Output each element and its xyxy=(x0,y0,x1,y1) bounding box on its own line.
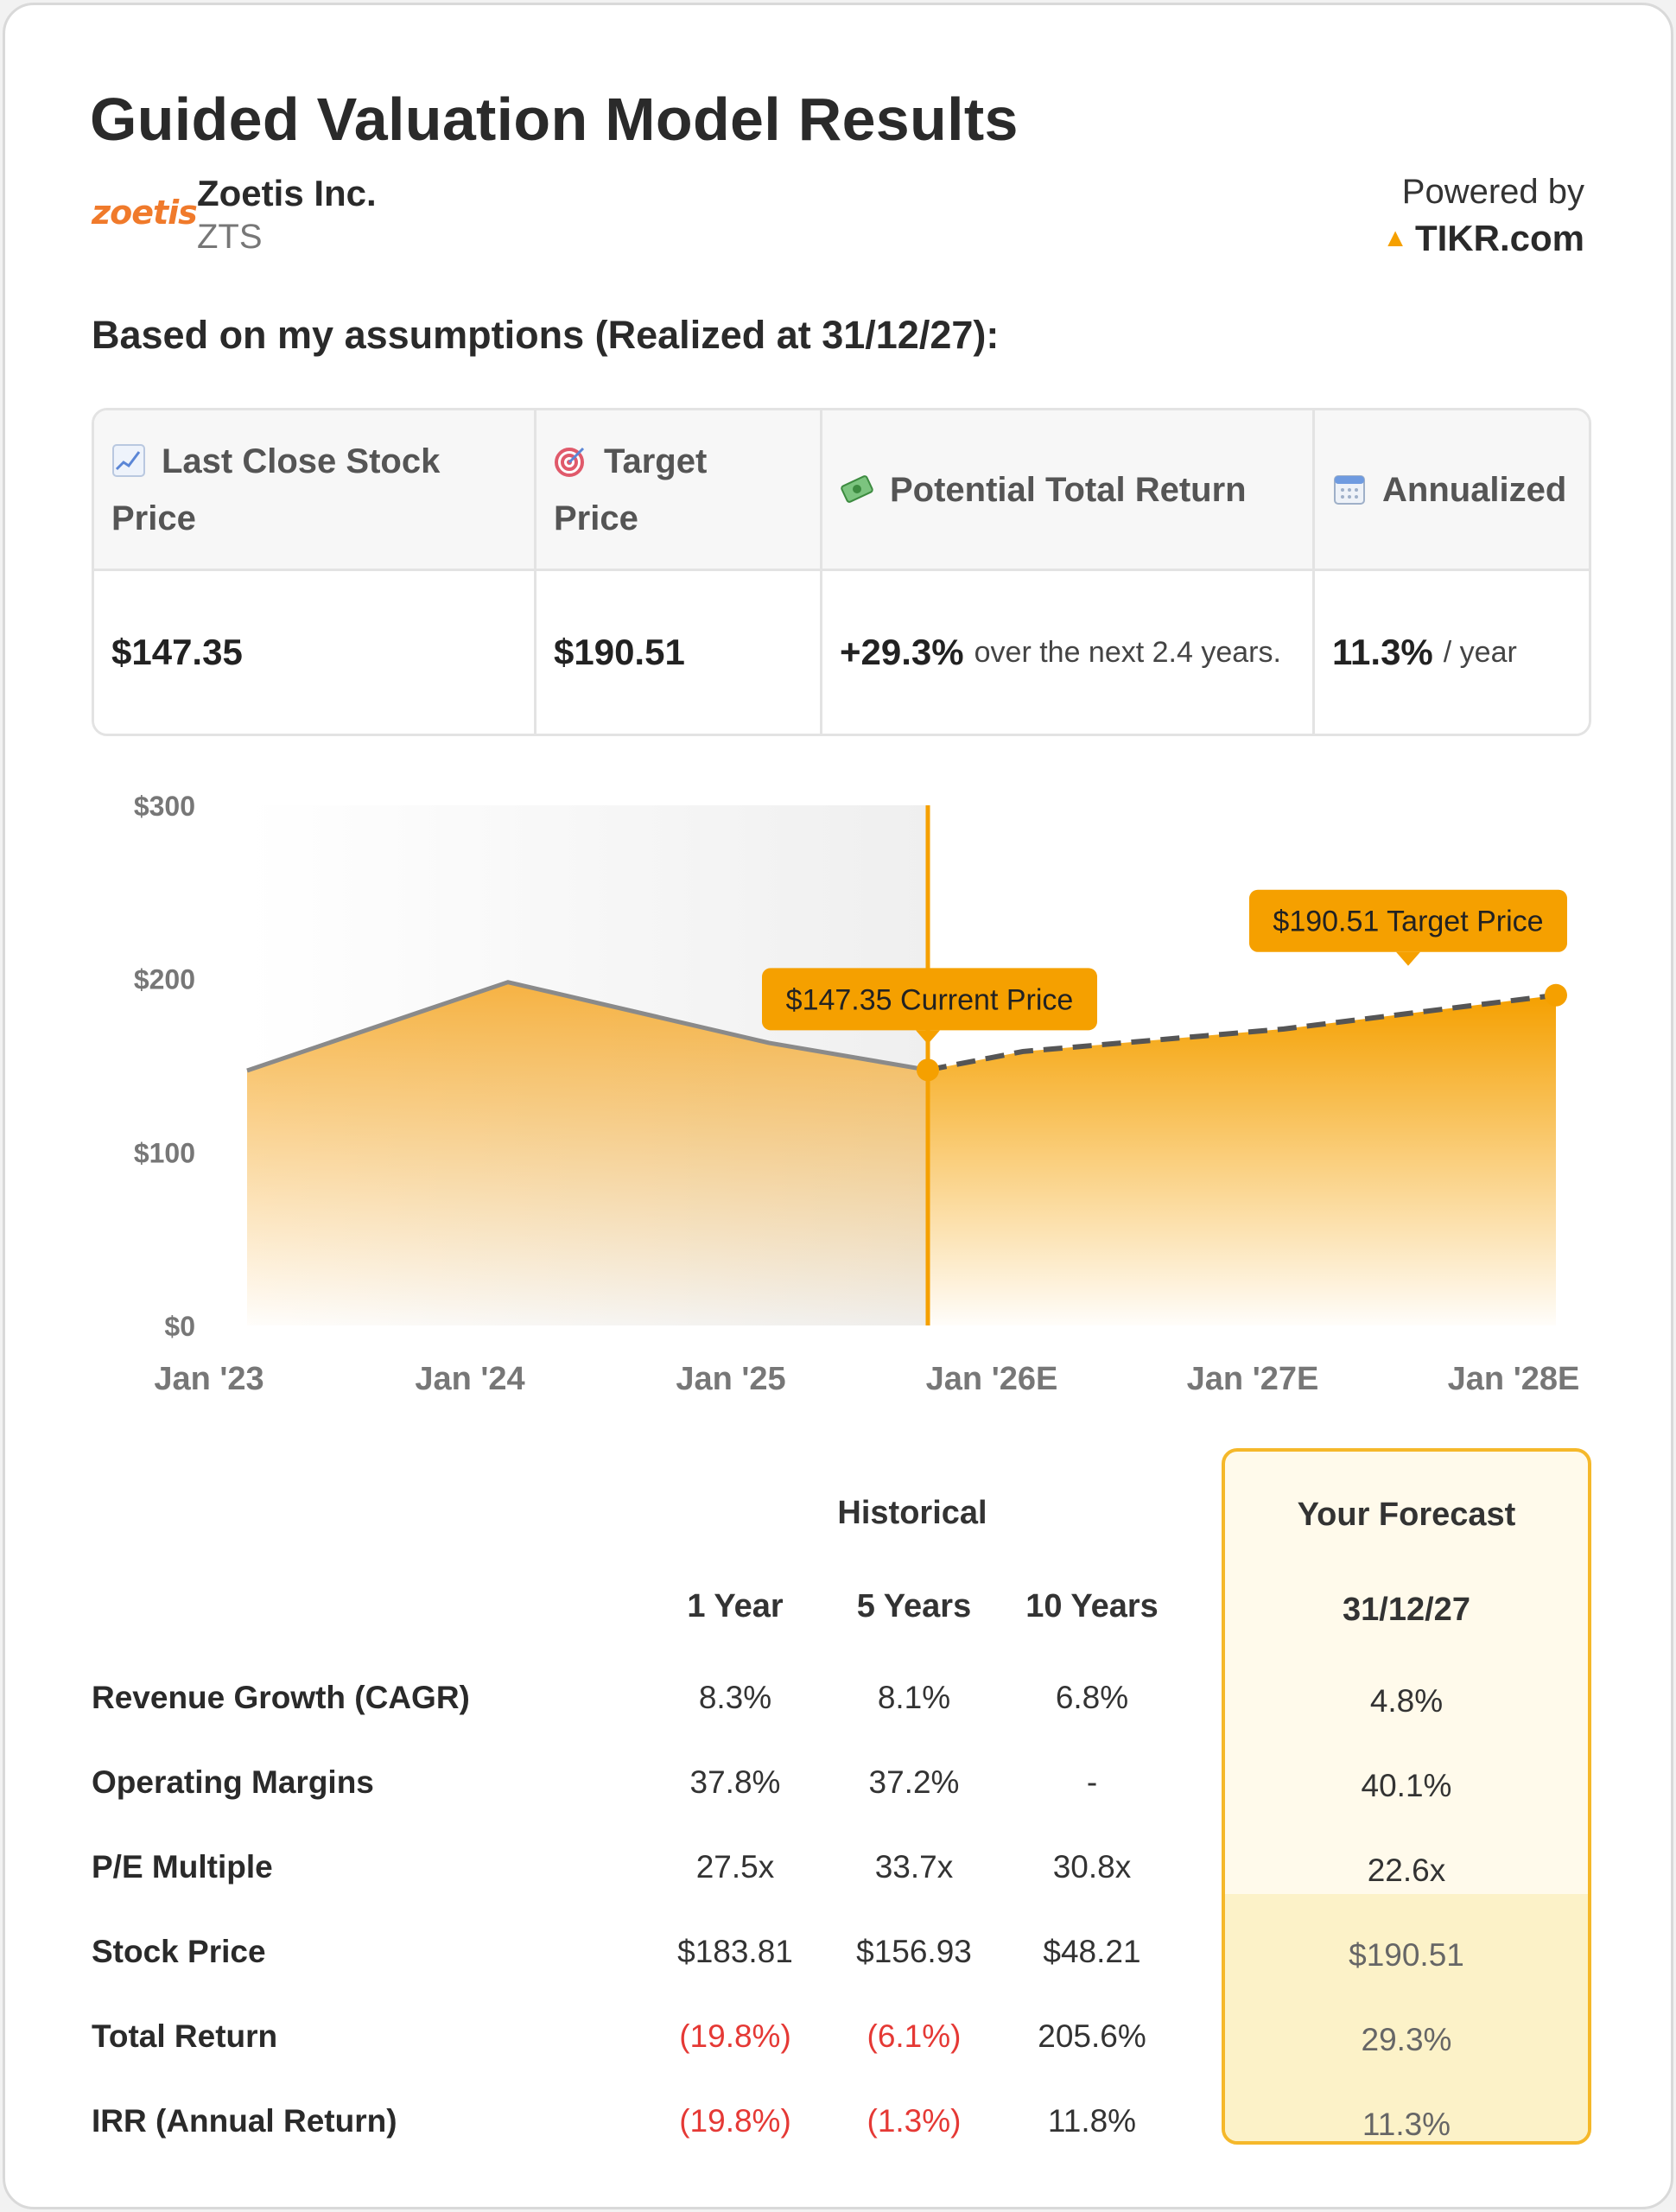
calendar-icon xyxy=(1334,474,1365,505)
x-tick-label: Jan '28E xyxy=(1448,1361,1580,1397)
kpi-cell-target: $190.51 xyxy=(536,571,822,734)
x-tick-label: Jan '24 xyxy=(415,1361,524,1397)
page-title: Guided Valuation Model Results xyxy=(90,86,1019,153)
annualized-value: 11.3% xyxy=(1332,632,1433,672)
current-price-callout-text: $147.35 Current Price xyxy=(786,983,1074,1016)
row-label: Revenue Growth (CAGR) xyxy=(92,1680,470,1715)
powered-by-label: Powered by xyxy=(1401,173,1584,211)
y-tick-label: $0 xyxy=(164,1311,195,1342)
forecast-panel-highlight xyxy=(1225,1894,1588,2141)
ticker-symbol: ZTS xyxy=(197,218,263,256)
table-cell: 8.3% xyxy=(698,1680,772,1715)
y-tick-label: $300 xyxy=(134,791,195,822)
kpi-label-target-1: Target xyxy=(604,442,708,480)
kpi-header-annualized: Annualized xyxy=(1315,410,1589,569)
x-tick-label: Jan '26E xyxy=(926,1361,1058,1397)
row-label: P/E Multiple xyxy=(92,1849,273,1885)
money-icon xyxy=(841,474,873,503)
target-icon xyxy=(555,447,585,477)
table-cell: 6.8% xyxy=(1055,1680,1129,1715)
kpi-label-last-close-1: Last Close Stock xyxy=(162,442,441,480)
table-cell: 8.1% xyxy=(877,1680,951,1715)
zoetis-logo: zoetis xyxy=(92,194,198,232)
table-cell: 37.2% xyxy=(868,1764,960,1800)
current-price-callout-box xyxy=(762,968,1097,1031)
comparison-table: Historical Your Forecast 1 Year 5 Years … xyxy=(5,1448,1676,2174)
kpi-cell-last-close: $147.35 xyxy=(94,571,536,734)
forecast-cell: 22.6x xyxy=(1367,1853,1446,1888)
x-tick-label: Jan '23 xyxy=(154,1361,263,1397)
col-header-1y: 1 Year xyxy=(687,1588,784,1624)
kpi-cell-return: +29.3% over the next 2.4 years. xyxy=(822,571,1315,734)
historical-area xyxy=(247,982,928,1325)
kpi-label-last-close-2: Price xyxy=(111,499,196,537)
forecast-header: Your Forecast xyxy=(1297,1497,1516,1533)
table-cell: $183.81 xyxy=(677,1934,793,1969)
target-value: $190.51 xyxy=(554,632,685,672)
company-name: Zoetis Inc. xyxy=(197,173,377,213)
row-label: IRR (Annual Return) xyxy=(92,2103,397,2139)
assumptions-heading: Based on my assumptions (Realized at 31/… xyxy=(92,313,1000,357)
price-chart: $147.35 Current Price $190.51 Target Pric… xyxy=(5,766,1676,1422)
target-price-callout-pointer xyxy=(1396,951,1420,966)
kpi-header-target: Target Price xyxy=(536,410,822,569)
target-price-callout-box xyxy=(1249,889,1567,952)
current-price-callout-pointer xyxy=(916,1030,940,1045)
tikr-logo-icon: ▲ xyxy=(1382,224,1408,252)
forecast-cell: 4.8% xyxy=(1369,1683,1444,1719)
kpi-label-target-2: Price xyxy=(554,499,638,537)
table-cell: (19.8%) xyxy=(679,2018,791,2054)
forecast-panel xyxy=(1222,1448,1591,2145)
table-cell: 27.5x xyxy=(695,1849,775,1885)
price-chart-svg: $147.35 Current Price $190.51 Target Pric… xyxy=(134,791,1580,1397)
kpi-label-annualized: Annualized xyxy=(1382,470,1567,509)
kpi-header-last-close: Last Close Stock Price xyxy=(94,410,536,569)
historical-header: Historical xyxy=(837,1495,987,1531)
return-value: +29.3% xyxy=(840,632,964,672)
forecast-cell: $190.51 xyxy=(1349,1937,1464,1973)
row-label: Stock Price xyxy=(92,1934,266,1969)
col-header-5y: 5 Years xyxy=(856,1588,972,1624)
col-header-10y: 10 Years xyxy=(1025,1588,1159,1624)
kpi-header-row: Last Close Stock Price Target Price xyxy=(94,410,1589,571)
table-cell: $156.93 xyxy=(856,1934,972,1969)
table-cell: $48.21 xyxy=(1043,1934,1141,1969)
return-suffix: over the next 2.4 years. xyxy=(974,635,1281,669)
last-close-value: $147.35 xyxy=(111,632,243,672)
row-label: Total Return xyxy=(92,2018,278,2054)
table-cell: 37.8% xyxy=(689,1764,781,1800)
x-tick-label: Jan '27E xyxy=(1187,1361,1319,1397)
chart-icon xyxy=(112,443,145,477)
tikr-link[interactable]: ▲ TIKR.com xyxy=(1382,218,1584,259)
current-price-point xyxy=(917,1058,939,1082)
tikr-label: TIKR.com xyxy=(1414,218,1584,258)
kpi-header-return: Potential Total Return xyxy=(822,410,1315,569)
forecast-cell: 29.3% xyxy=(1361,2022,1452,2057)
kpi-table: Last Close Stock Price Target Price xyxy=(92,408,1591,736)
table-cell: 205.6% xyxy=(1038,2018,1146,2054)
kpi-cell-annualized: 11.3% / year xyxy=(1315,571,1589,734)
target-price-callout-text: $190.51 Target Price xyxy=(1273,906,1543,938)
kpi-label-return: Potential Total Return xyxy=(890,470,1247,509)
target-price-point xyxy=(1545,983,1567,1007)
kpi-value-row: $147.35 $190.51 +29.3% over the next 2.4… xyxy=(94,571,1589,734)
table-cell: 30.8x xyxy=(1052,1849,1132,1885)
col-header-forecast-date: 31/12/27 xyxy=(1343,1592,1470,1628)
forecast-area xyxy=(928,995,1556,1325)
table-cell: (6.1%) xyxy=(867,2018,962,2054)
table-cell: (1.3%) xyxy=(867,2103,962,2139)
row-label: Operating Margins xyxy=(92,1764,374,1800)
forecast-cell: 11.3% xyxy=(1362,2107,1451,2142)
table-cell: 11.8% xyxy=(1047,2103,1137,2139)
y-tick-label: $100 xyxy=(134,1137,195,1168)
table-cell: (19.8%) xyxy=(679,2103,791,2139)
x-tick-label: Jan '25 xyxy=(676,1361,785,1397)
table-cell: - xyxy=(1086,1764,1098,1800)
y-tick-label: $200 xyxy=(134,964,195,995)
historical-line xyxy=(246,980,929,1073)
forecast-cell: 40.1% xyxy=(1361,1768,1452,1803)
valuation-card: Guided Valuation Model Results zoetis Zo… xyxy=(3,3,1673,2209)
annualized-suffix: / year xyxy=(1443,635,1517,669)
table-cell: 33.7x xyxy=(874,1849,954,1885)
